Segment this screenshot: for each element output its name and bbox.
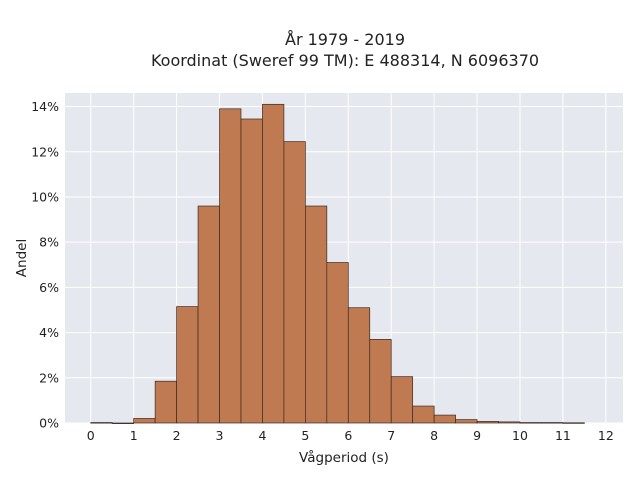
- histogram-bar: [133, 418, 156, 424]
- y-axis-ticks: 0% 2% 4% 6% 8% 10% 12% 14%: [31, 99, 59, 430]
- histogram-bar: [433, 414, 456, 424]
- histogram-bar: [412, 405, 435, 424]
- histogram-bar: [154, 380, 177, 424]
- histogram-bar: [541, 422, 564, 424]
- histogram-bar: [476, 421, 499, 424]
- histogram-bar: [562, 422, 585, 424]
- x-axis-ticks: 0 1 2 3 4 5 6 7 8 9 10 11 12: [87, 428, 614, 443]
- histogram-bar: [390, 376, 414, 424]
- histogram-bar: [90, 422, 113, 424]
- histogram-bar: [219, 108, 242, 424]
- x-tick-label: 6: [344, 428, 352, 443]
- histogram-bar: [347, 307, 371, 424]
- histogram-bar: [283, 141, 306, 424]
- chart-title-line1: År 1979 - 2019: [285, 30, 405, 49]
- histogram-bar: [369, 339, 392, 424]
- x-tick-label: 7: [387, 428, 395, 443]
- histogram-bars: [90, 103, 585, 424]
- y-tick-label: 10%: [31, 189, 59, 204]
- x-tick-label: 12: [598, 428, 614, 443]
- x-tick-label: 5: [301, 428, 309, 443]
- x-tick-label: 4: [258, 428, 266, 443]
- y-axis-label: Andel: [14, 239, 30, 277]
- histogram-bar: [305, 205, 328, 424]
- y-tick-label: 6%: [39, 280, 59, 295]
- x-tick-label: 1: [130, 428, 138, 443]
- x-tick-label: 9: [473, 428, 481, 443]
- histogram-bar: [240, 118, 263, 424]
- histogram-bar: [176, 306, 199, 424]
- histogram-bar: [498, 421, 521, 424]
- x-tick-label: 2: [173, 428, 181, 443]
- x-tick-label: 8: [430, 428, 438, 443]
- chart-title-line2: Koordinat (Sweref 99 TM): E 488314, N 60…: [151, 51, 539, 70]
- y-tick-label: 14%: [31, 99, 59, 114]
- histogram-bar: [262, 103, 285, 424]
- x-tick-label: 0: [87, 428, 95, 443]
- y-tick-label: 2%: [39, 370, 59, 385]
- y-tick-label: 12%: [31, 144, 59, 159]
- histogram-bar: [197, 205, 220, 424]
- x-axis-label: Vågperiod (s): [299, 449, 389, 466]
- histogram-bar: [519, 422, 542, 424]
- histogram-bar: [111, 422, 135, 424]
- histogram-bar: [455, 419, 478, 424]
- x-tick-label: 11: [555, 428, 571, 443]
- y-tick-label: 8%: [39, 235, 59, 250]
- y-tick-label: 4%: [39, 325, 59, 340]
- x-tick-label: 10: [512, 428, 528, 443]
- x-tick-label: 3: [216, 428, 224, 443]
- histogram-bar: [326, 262, 349, 424]
- y-tick-label: 0%: [39, 416, 59, 431]
